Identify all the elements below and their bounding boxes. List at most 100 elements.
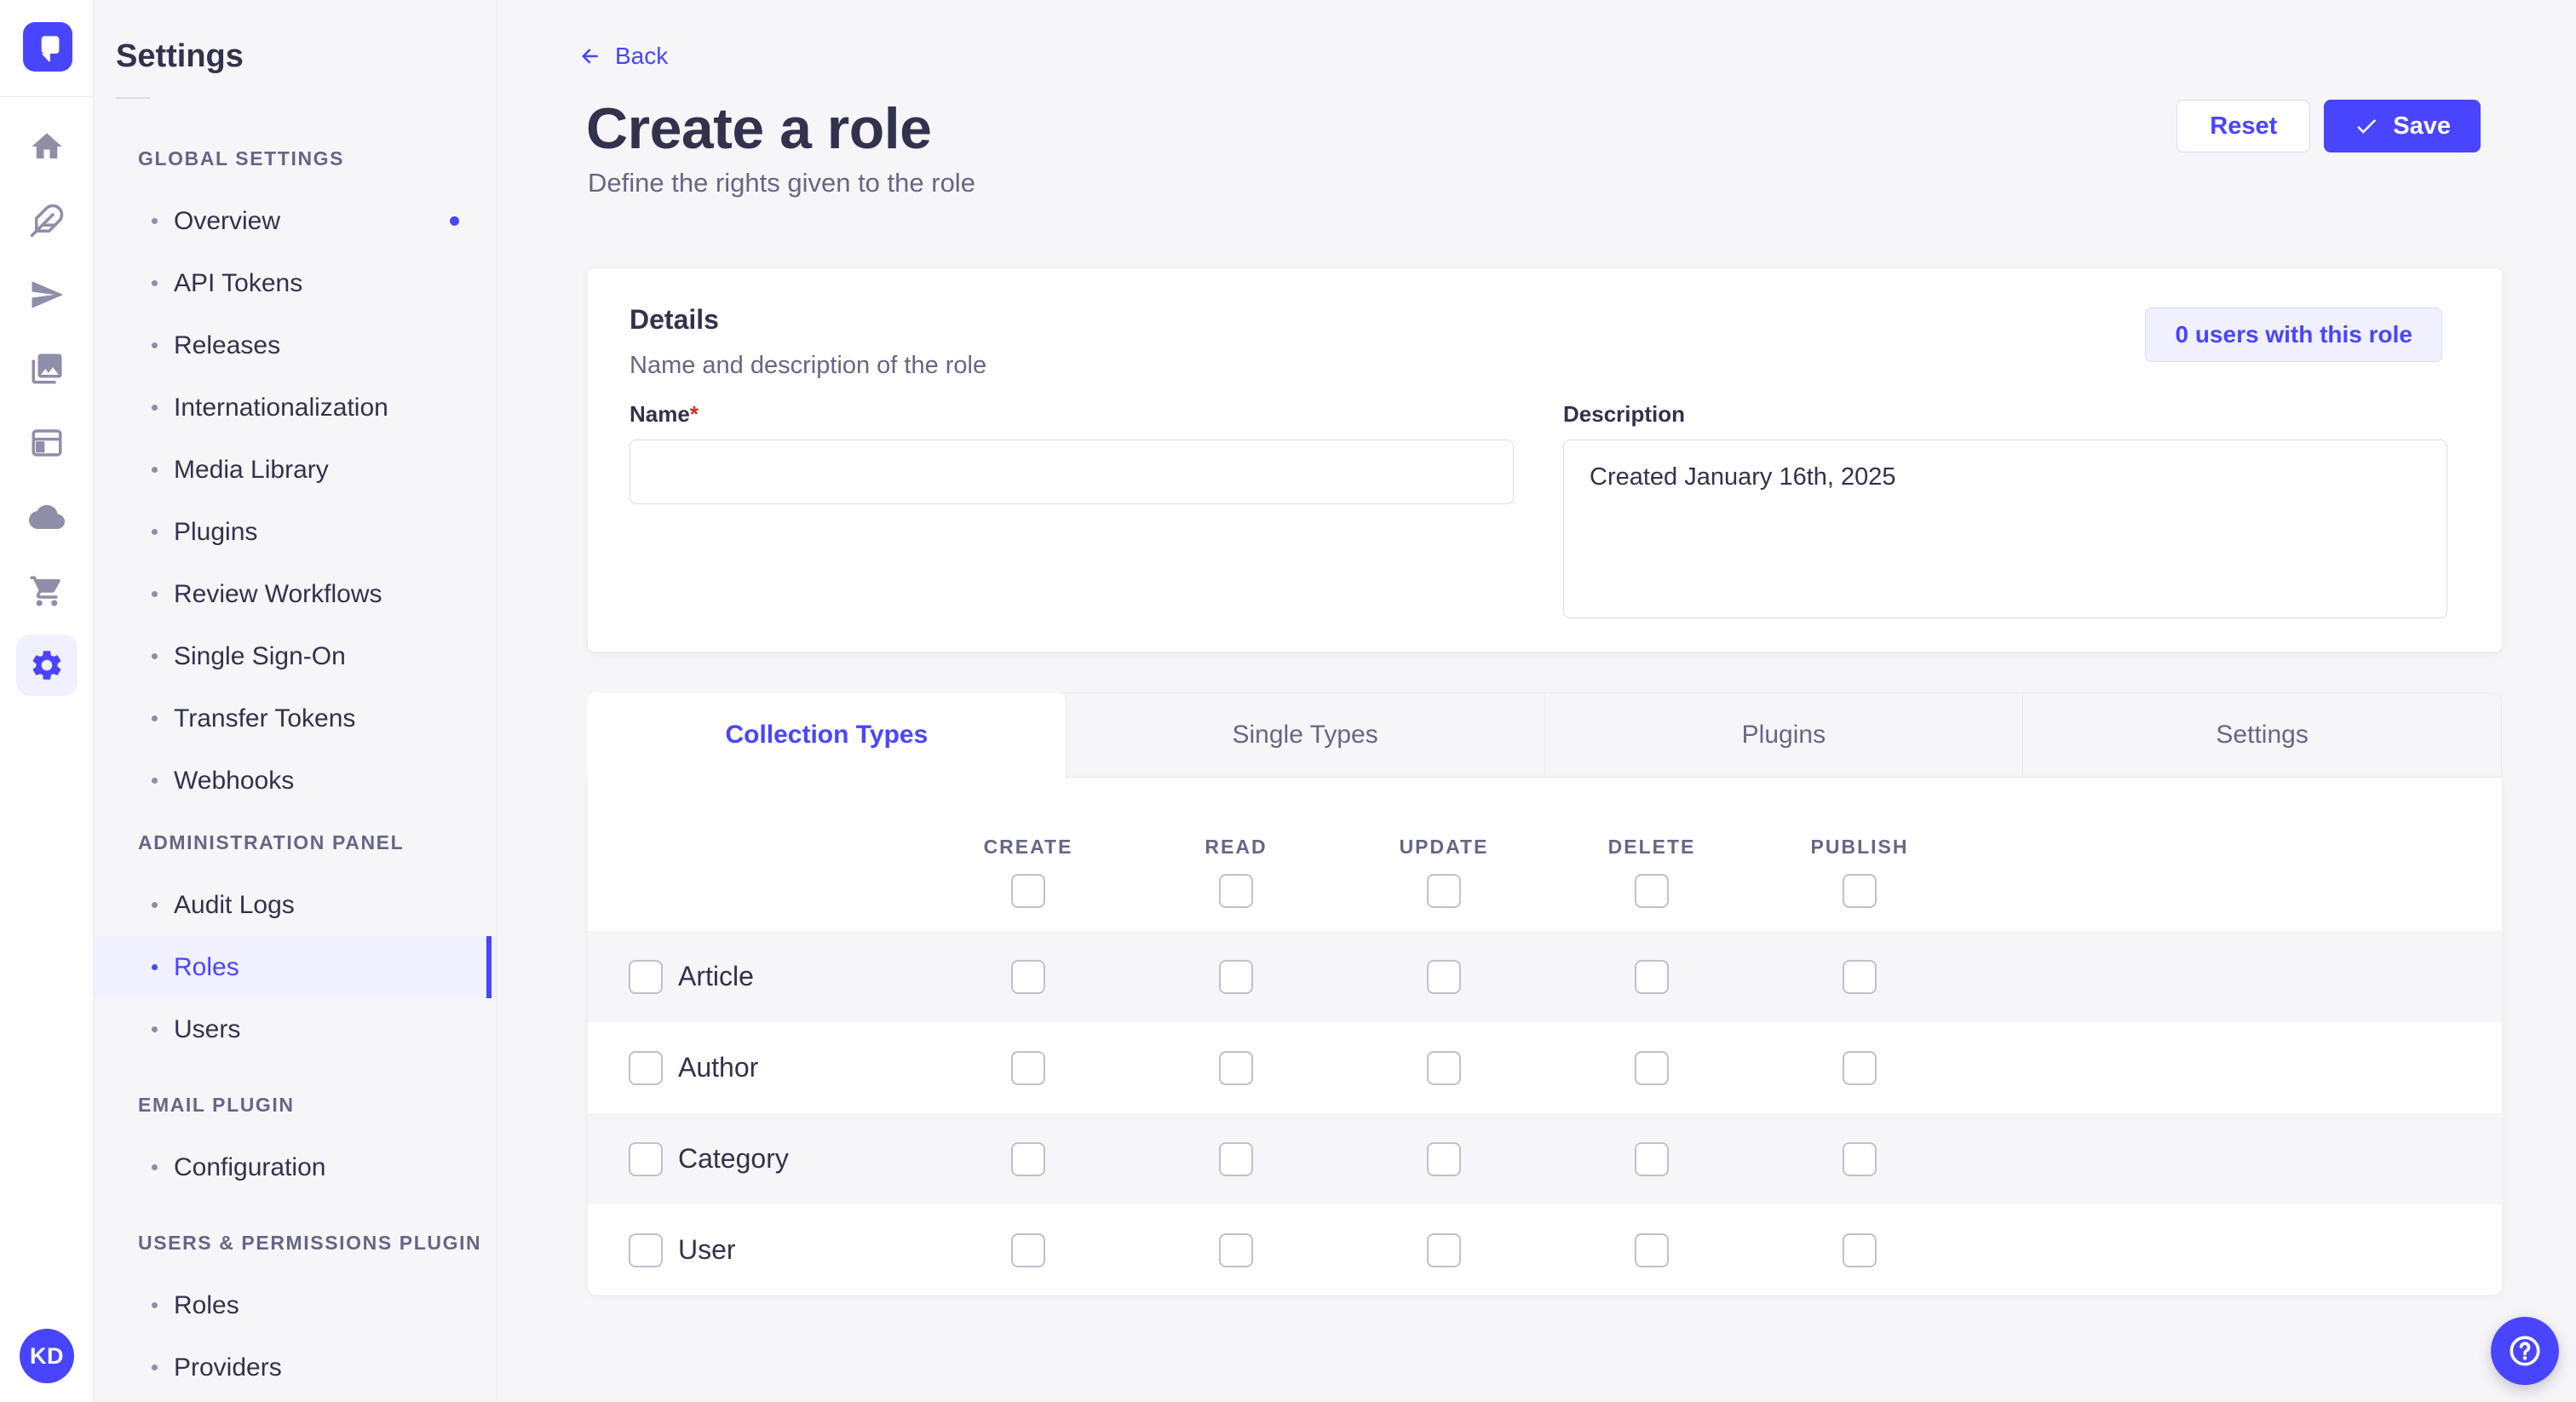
permission-column-update: UPDATE [1340,778,1548,908]
sidebar-item-providers[interactable]: Providers [94,1336,497,1399]
tab-single-types[interactable]: Single Types [1065,693,1544,777]
rail-item-home-icon[interactable] [0,109,94,183]
permission-row-label: Category [678,1143,789,1174]
tab-settings[interactable]: Settings [2022,693,2501,777]
permission-cell-author-delete [1548,1050,1756,1085]
send-icon [16,264,78,325]
read-checkbox[interactable] [1219,1141,1253,1176]
rail-item-media-library-icon[interactable] [0,331,94,405]
rail-divider [0,96,94,97]
description-textarea[interactable]: Created January 16th, 2025 [1563,440,2447,618]
bullet-icon [152,1302,158,1308]
permission-column-label: UPDATE [1399,836,1489,858]
permission-cell-article-create [924,959,1132,994]
sidebar-item-releases[interactable]: Releases [94,314,497,376]
update-checkbox[interactable] [1427,1141,1461,1176]
save-button[interactable]: Save [2324,100,2481,152]
select-all-update-checkbox[interactable] [1427,874,1461,908]
delete-checkbox[interactable] [1635,1232,1669,1267]
permission-cell-category-create [924,1141,1132,1176]
rail-item-feather-icon[interactable] [0,183,94,257]
permission-cell-article-read [1132,959,1340,994]
permission-cell-author-publish [1756,1050,1964,1085]
rail-item-layout-icon[interactable] [0,405,94,480]
help-button[interactable] [2491,1317,2559,1385]
update-checkbox[interactable] [1427,1232,1461,1267]
update-checkbox[interactable] [1427,959,1461,994]
row-select-checkbox-user[interactable] [629,1232,663,1267]
select-all-read-checkbox[interactable] [1219,874,1253,908]
create-checkbox[interactable] [1011,1232,1045,1267]
users-with-role-button[interactable]: 0 users with this role [2145,307,2442,362]
main-content: Back Create a role Define the rights giv… [497,0,2576,1402]
permissions-rows: Article Author Category User [588,931,2502,1296]
sidebar-item-webhooks[interactable]: Webhooks [94,750,497,812]
permission-cell-user-publish [1756,1232,1964,1267]
read-checkbox[interactable] [1219,1050,1253,1085]
sidebar-item-plugins[interactable]: Plugins [94,501,497,563]
delete-checkbox[interactable] [1635,1050,1669,1085]
select-all-delete-checkbox[interactable] [1635,874,1669,908]
strapi-logo[interactable] [23,22,72,72]
publish-checkbox[interactable] [1843,1141,1877,1176]
details-title: Details [630,304,719,335]
bullet-icon [152,467,158,473]
permissions-panel: CREATE READ UPDATE DELETE PUBLISH Article Aut… [588,778,2502,1295]
save-label: Save [2393,112,2451,140]
details-fields: Name* Description Created January 16th, … [630,401,2447,623]
sidebar-item-transfer-tokens[interactable]: Transfer Tokens [94,687,497,750]
sidebar-item-review-workflows[interactable]: Review Workflows [94,563,497,625]
sidebar-item-label: Internationalization [174,393,388,422]
permission-cell-article-publish [1756,959,1964,994]
sidebar-item-overview[interactable]: Overview [94,190,497,252]
publish-checkbox[interactable] [1843,1050,1877,1085]
rail-item-gear-icon[interactable] [0,628,94,702]
row-select-checkbox-author[interactable] [629,1050,663,1085]
permission-row-checkboxes [924,1022,1964,1113]
select-all-create-checkbox[interactable] [1011,874,1045,908]
bullet-icon [152,653,158,659]
sidebar-item-label: Releases [174,330,281,359]
permissions-header: CREATE READ UPDATE DELETE PUBLISH [588,778,2502,931]
row-select-checkbox-article[interactable] [629,959,663,994]
sidebar-item-single-sign-on[interactable]: Single Sign-On [94,625,497,687]
page-title: Create a role [586,96,932,161]
read-checkbox[interactable] [1219,959,1253,994]
tab-collection-types[interactable]: Collection Types [588,692,1066,778]
update-checkbox[interactable] [1427,1050,1461,1085]
delete-checkbox[interactable] [1635,959,1669,994]
rail-item-send-icon[interactable] [0,257,94,331]
row-select-checkbox-category[interactable] [629,1141,663,1176]
rail-item-cart-icon[interactable] [0,554,94,628]
avatar[interactable]: KD [20,1329,74,1383]
sidebar-item-api-tokens[interactable]: API Tokens [94,252,497,314]
sidebar-item-roles[interactable]: Roles [94,1274,497,1336]
sidebar-item-users[interactable]: Users [94,998,497,1060]
permission-row-user: User [588,1204,2502,1296]
required-asterisk: * [689,401,699,427]
rail-item-cloud-icon[interactable] [0,480,94,554]
publish-checkbox[interactable] [1843,959,1877,994]
sidebar-item-audit-logs[interactable]: Audit Logs [94,874,497,936]
bullet-icon [152,778,158,784]
sidebar-item-media-library[interactable]: Media Library [94,439,497,501]
sidebar-item-configuration[interactable]: Configuration [94,1136,497,1198]
create-checkbox[interactable] [1011,959,1045,994]
reset-button[interactable]: Reset [2176,100,2311,152]
permission-column-label: READ [1205,836,1268,858]
delete-checkbox[interactable] [1635,1141,1669,1176]
name-input[interactable] [630,440,1514,504]
layout-icon [16,412,78,474]
permissions-columns: CREATE READ UPDATE DELETE PUBLISH [924,778,1964,908]
back-link[interactable]: Back [578,43,668,70]
read-checkbox[interactable] [1219,1232,1253,1267]
sidebar-item-internationalization[interactable]: Internationalization [94,376,497,439]
publish-checkbox[interactable] [1843,1232,1877,1267]
cart-icon [16,560,78,622]
create-checkbox[interactable] [1011,1141,1045,1176]
sidebar-item-roles[interactable]: Roles [94,936,497,998]
permissions-tabbar: Collection Types Single Types Plugins Setti… [588,692,2502,778]
tab-plugins[interactable]: Plugins [1544,693,2023,777]
create-checkbox[interactable] [1011,1050,1045,1085]
select-all-publish-checkbox[interactable] [1843,874,1877,908]
